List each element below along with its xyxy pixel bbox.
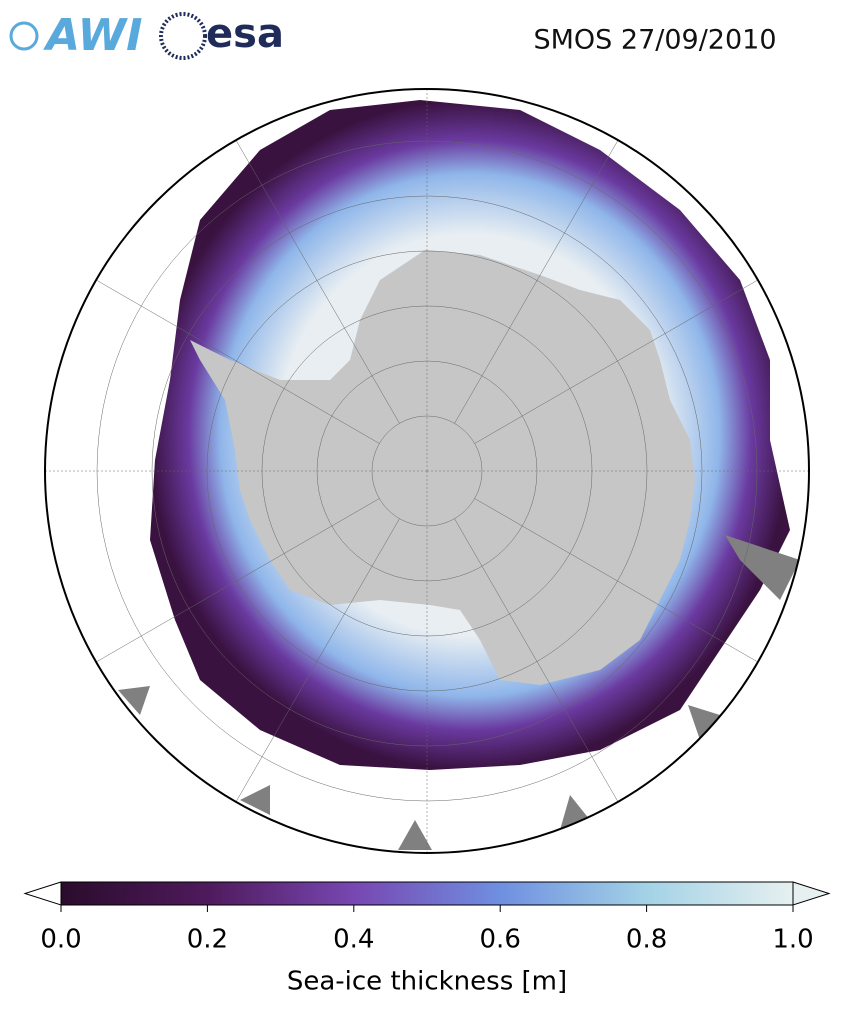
- meridian: [454, 140, 619, 424]
- tick-label: 0.8: [626, 925, 667, 955]
- meridian: [235, 518, 400, 802]
- meridian: [474, 498, 758, 663]
- esa-mark: [159, 12, 207, 60]
- latitude-circle: [151, 195, 703, 747]
- tick-label: 0.4: [333, 925, 374, 955]
- awi-globe: [9, 21, 39, 51]
- esa-logo: esa: [206, 11, 284, 57]
- extend-high: [792, 881, 831, 906]
- map-frame: [44, 88, 810, 854]
- meridian: [96, 498, 380, 663]
- map: [45, 89, 809, 853]
- title: SMOS 27/09/2010: [533, 25, 776, 56]
- meridian: [96, 279, 380, 444]
- colorbar-ticks: 0.0 0.2 0.4 0.6 0.8 1.0: [40, 905, 814, 955]
- tick-label: 1.0: [772, 925, 813, 955]
- antarctica: [190, 250, 695, 685]
- colorbar: 0.0 0.2 0.4 0.6 0.8 1.0 Sea-ice thickness [m]: [23, 881, 831, 997]
- latitude-circle: [371, 415, 483, 527]
- colorbar-frame: [60, 881, 794, 906]
- colorbar-label: Sea-ice thickness [m]: [287, 967, 567, 997]
- meridian: [454, 518, 619, 802]
- tick-label: 0.6: [480, 925, 521, 955]
- logos: AWI esa: [9, 10, 284, 61]
- meridian: [235, 140, 400, 424]
- tick-label: 0.2: [187, 925, 228, 955]
- graticule: [45, 89, 809, 853]
- tick-label: 0.0: [40, 925, 81, 955]
- meridian: [474, 279, 758, 444]
- colorbar-gradient: [61, 882, 793, 905]
- awi-logo: AWI: [43, 10, 143, 61]
- extend-low: [23, 881, 62, 906]
